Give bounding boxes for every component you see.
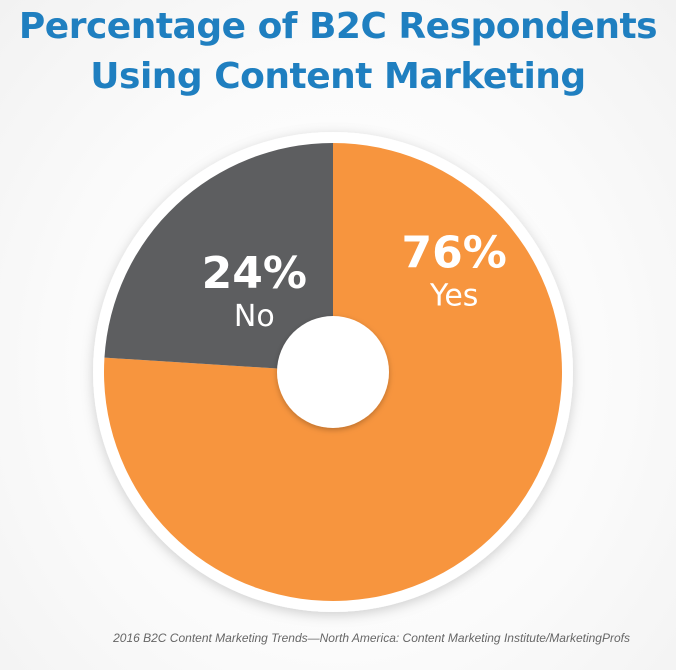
slice-labels: 76%Yes 24%No [202,228,507,335]
chart-title-line-2: Using Content Marketing [90,56,586,97]
chart-title: Percentage of B2C Respondents Using Cont… [0,2,676,102]
chart-title-line-1: Percentage of B2C Respondents [18,6,658,47]
source-note: 2016 B2C Content Marketing Trends—North … [113,631,630,645]
pie-slice-no [104,143,334,372]
donut-hole [277,316,389,428]
slice-category-label-no: No [234,299,275,334]
slice-category-label-yes: Yes [429,279,478,314]
slice-value-label-yes: 76% [402,228,507,279]
slice-value-label-no: 24% [202,248,307,299]
